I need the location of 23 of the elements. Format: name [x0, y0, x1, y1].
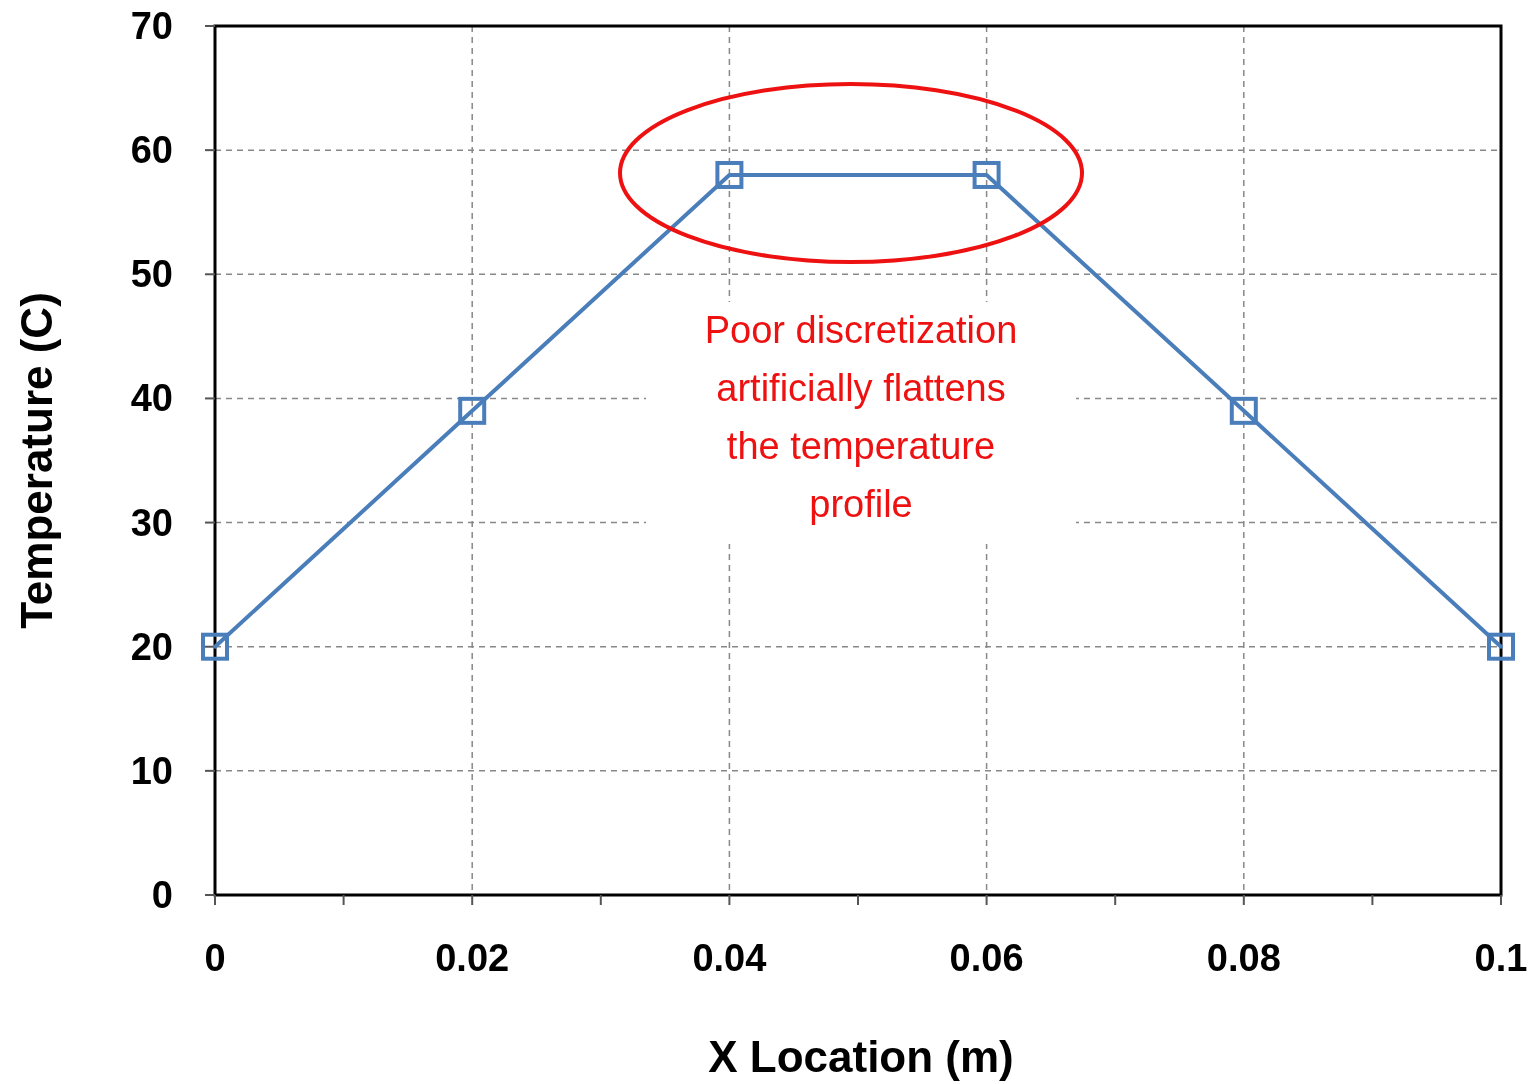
x-tick-label: 0.04 — [692, 937, 767, 979]
y-tick-label: 50 — [130, 253, 173, 296]
y-tick-label: 30 — [130, 501, 173, 544]
y-tick-label: 10 — [130, 749, 173, 792]
y-tick-label: 70 — [130, 5, 173, 47]
point — [1229, 396, 1258, 425]
y-tick-label: 0 — [151, 874, 173, 916]
x-axis-title: X Location (m) — [708, 1032, 1014, 1081]
annotation: Poor discretization artificially flattens the temperature profile — [704, 309, 1018, 525]
point — [458, 396, 487, 425]
x-tick-label: 0.1 — [1474, 937, 1528, 979]
point — [715, 160, 744, 189]
x-tick-label: 0.02 — [435, 937, 510, 979]
x-tick-label: 0.08 — [1206, 937, 1281, 979]
x-tick-label: 0.06 — [949, 937, 1024, 979]
y-axis-title: Temperature (C) — [12, 292, 61, 629]
point — [201, 632, 229, 661]
y-tick-label: 20 — [130, 625, 173, 668]
x-tick-label: 0 — [204, 937, 226, 979]
y-tick-label: 40 — [130, 377, 173, 420]
point — [972, 160, 1001, 189]
y-tick-label: 60 — [130, 129, 173, 172]
point — [1487, 632, 1515, 661]
